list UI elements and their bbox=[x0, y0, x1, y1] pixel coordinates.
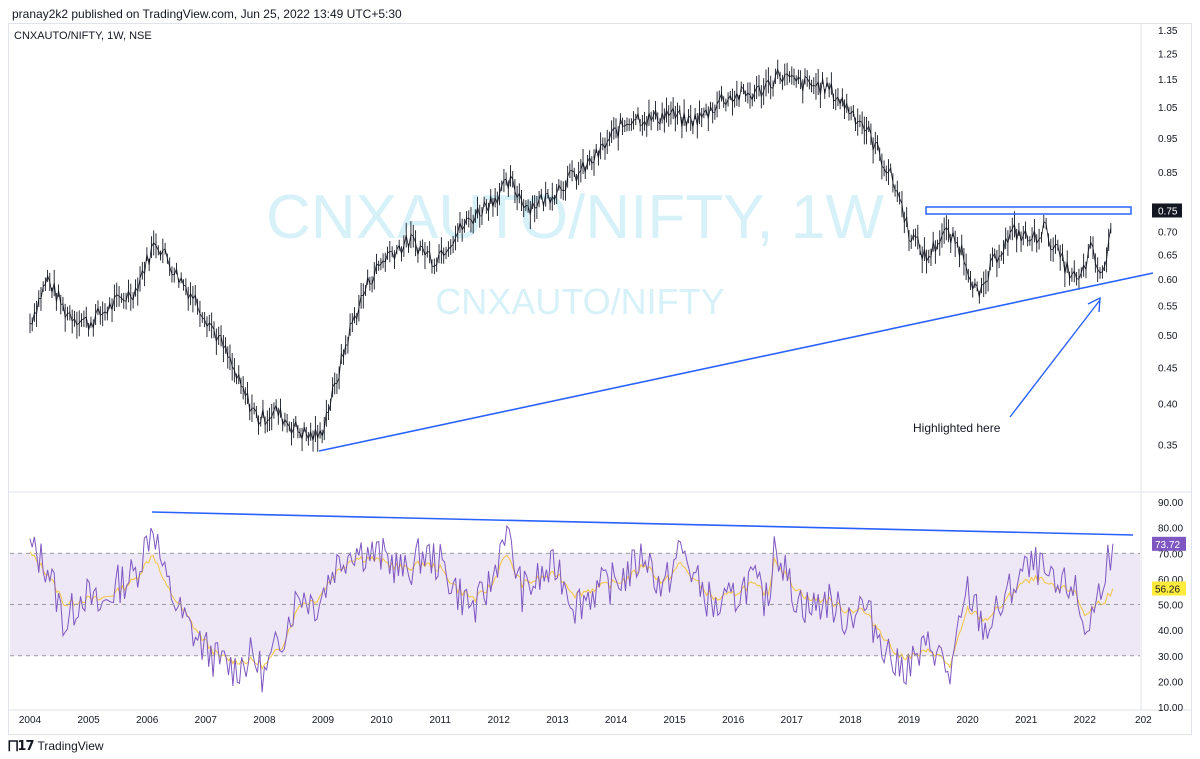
time-tick-label: 2019 bbox=[898, 715, 921, 726]
price-tick-label: 0.45 bbox=[1158, 363, 1178, 374]
time-tick-label: 2007 bbox=[195, 715, 218, 726]
annotation-arrow-head-icon bbox=[1087, 296, 1101, 313]
rsi-trendline[interactable] bbox=[151, 511, 1134, 536]
annotation-label[interactable]: Highlighted here bbox=[913, 421, 1001, 435]
time-tick-label: 2013 bbox=[546, 715, 569, 726]
publish-info: pranay2k2 published on TradingView.com, … bbox=[12, 7, 402, 21]
time-tick-label: 2015 bbox=[663, 715, 686, 726]
rsi-tick-label: 70.00 bbox=[1158, 549, 1183, 560]
time-tick-label: 202 bbox=[1135, 715, 1152, 726]
time-tick-label: 2018 bbox=[839, 715, 862, 726]
time-tick-label: 2021 bbox=[1015, 715, 1038, 726]
time-axis: 2004 2005 2006 2007 2008 2009 2010 2011 2012 2013… bbox=[19, 715, 1152, 726]
rsi-line bbox=[29, 524, 1114, 693]
time-tick-label: 2011 bbox=[429, 715, 451, 726]
tradingview-logo-icon: ⨅17 bbox=[8, 738, 34, 754]
price-tick-label: 0.95 bbox=[1158, 134, 1178, 145]
rsi-tick-label: 20.00 bbox=[1158, 677, 1183, 688]
rsi-tick-label: 90.00 bbox=[1158, 498, 1183, 509]
price-series bbox=[29, 59, 1112, 452]
price-tick-label: 0.65 bbox=[1158, 250, 1178, 261]
time-tick-label: 2005 bbox=[77, 715, 100, 726]
price-line bbox=[29, 67, 1112, 441]
price-tick-label: 1.25 bbox=[1158, 50, 1178, 61]
price-tick-label: 0.50 bbox=[1158, 331, 1178, 342]
time-tick-label: 2017 bbox=[781, 715, 804, 726]
last-price-badge bbox=[1152, 203, 1182, 218]
watermark-large: CNXAUTO/NIFTY, 1W bbox=[266, 183, 884, 252]
rsi-axis: 90.00 80.00 70.00 60.00 50.00 40.00 30.00 20.00… bbox=[10, 498, 1186, 714]
tradingview-brand: TradingView bbox=[37, 739, 104, 753]
tradingview-logo[interactable]: ⨅17 TradingView bbox=[8, 738, 104, 754]
rsi-tick-label: 30.00 bbox=[1158, 652, 1183, 663]
price-tick-label: 0.55 bbox=[1158, 302, 1178, 313]
time-tick-label: 2010 bbox=[370, 715, 393, 726]
price-tick-label: 0.35 bbox=[1158, 440, 1178, 451]
time-tick-label: 2008 bbox=[253, 715, 276, 726]
rsi-tick-label: 50.00 bbox=[1158, 601, 1183, 612]
rsi-tick-label: 10.00 bbox=[1158, 703, 1183, 714]
rsi-ma-value-label: 56.26 bbox=[1155, 585, 1180, 596]
price-tick-label: 0.60 bbox=[1158, 275, 1178, 286]
price-tick-label: 0.40 bbox=[1158, 399, 1178, 410]
rsi-value-badge bbox=[1152, 536, 1186, 551]
symbol-title: CNXAUTO/NIFTY, 1W, NSE bbox=[14, 30, 152, 42]
resistance-box[interactable] bbox=[925, 206, 1132, 215]
time-tick-label: 2016 bbox=[722, 715, 745, 726]
time-tick-label: 2004 bbox=[19, 715, 42, 726]
price-axis: 1.35 1.25 1.15 1.05 0.95 0.85 0.75 0.70 0.65 0.60… bbox=[1152, 26, 1182, 451]
time-tick-label: 2020 bbox=[956, 715, 979, 726]
price-tick-label: 0.85 bbox=[1158, 168, 1178, 179]
price-tick-label: 0.70 bbox=[1158, 228, 1178, 239]
rsi-ma-value-badge bbox=[1152, 581, 1186, 596]
rsi-tick-label: 60.00 bbox=[1158, 575, 1183, 586]
rsi-series bbox=[29, 524, 1114, 693]
rsi-tick-label: 40.00 bbox=[1158, 626, 1183, 637]
rsi-value-label: 73.72 bbox=[1155, 540, 1180, 551]
price-tick-label: 1.35 bbox=[1158, 26, 1178, 37]
time-tick-label: 2009 bbox=[312, 715, 335, 726]
watermark-small: CNXAUTO/NIFTY bbox=[435, 281, 724, 322]
last-price-label: 0.75 bbox=[1158, 206, 1178, 217]
price-tick-label: 1.15 bbox=[1158, 75, 1178, 86]
time-tick-label: 2014 bbox=[605, 715, 628, 726]
time-tick-label: 2022 bbox=[1074, 715, 1097, 726]
support-trendline[interactable] bbox=[318, 272, 1154, 452]
annotation-arrow[interactable] bbox=[1009, 299, 1101, 418]
time-tick-label: 2006 bbox=[136, 715, 159, 726]
rsi-tick-label: 80.00 bbox=[1158, 524, 1183, 535]
time-tick-label: 2012 bbox=[488, 715, 511, 726]
chart-frame bbox=[8, 23, 1192, 735]
price-tick-label: 1.05 bbox=[1158, 103, 1178, 114]
